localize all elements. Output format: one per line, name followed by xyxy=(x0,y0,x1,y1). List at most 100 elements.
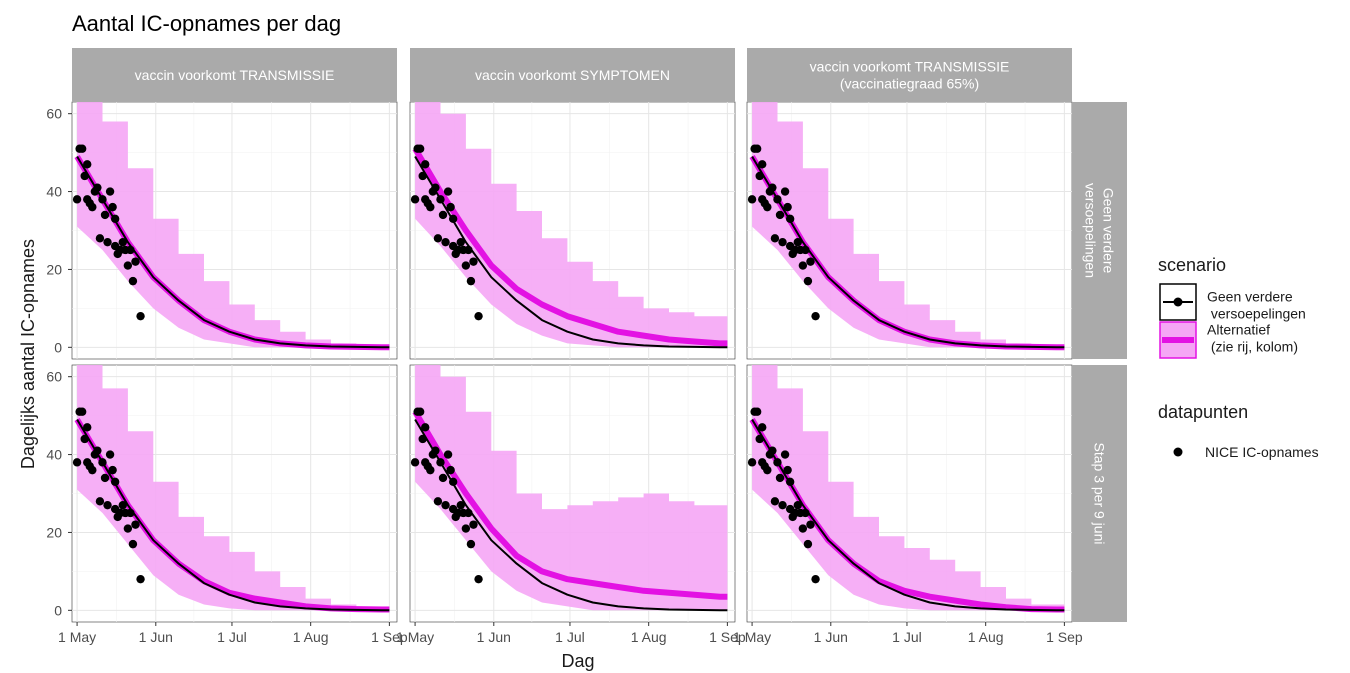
row-strip-label: Geen verdereversoepelingen xyxy=(1083,183,1117,278)
observation-point xyxy=(773,195,782,204)
y-tick-label: 60 xyxy=(46,369,62,385)
row-strip-label: Stap 3 per 9 juni xyxy=(1092,443,1108,545)
x-tick-label: 1 Jul xyxy=(892,629,922,645)
legend-scenario-title: scenario xyxy=(1158,255,1226,275)
alternative-line xyxy=(412,410,728,600)
observation-point xyxy=(128,276,138,286)
column-strip xyxy=(747,48,1072,102)
observation-point xyxy=(778,237,787,247)
observation-point xyxy=(418,171,427,181)
legend-key-point xyxy=(1173,447,1183,457)
observation-point xyxy=(798,524,808,533)
observation-point xyxy=(110,214,120,224)
x-tick-label: 1 Sep xyxy=(1046,629,1083,645)
observation-point xyxy=(780,187,790,196)
observation-point xyxy=(755,171,764,181)
legend-label-observations: NICE IC-opnames xyxy=(1205,444,1319,460)
observation-point xyxy=(770,497,780,506)
y-axis-title: Dagelijks aantal IC-opnames xyxy=(18,239,38,469)
observation-point xyxy=(123,524,133,533)
observation-point xyxy=(421,423,430,432)
observation-point xyxy=(131,520,140,529)
y-tick-label: 20 xyxy=(46,524,62,540)
observation-point xyxy=(778,500,787,510)
observation-point xyxy=(763,465,772,475)
uncertainty-band xyxy=(415,365,728,611)
observation-point xyxy=(415,144,425,153)
observation-point xyxy=(758,160,767,169)
observation-point xyxy=(768,446,777,455)
observation-point xyxy=(801,508,810,518)
observation-point xyxy=(103,500,112,510)
observation-point xyxy=(785,477,795,487)
observation-point xyxy=(798,261,808,270)
legend-label-alternative: Alternatief (zie rij, kolom) xyxy=(1207,322,1298,355)
observation-point xyxy=(806,257,815,266)
legend-data-title: datapunten xyxy=(1158,402,1248,422)
observation-point xyxy=(88,465,97,475)
observation-point xyxy=(464,245,473,255)
observation-point xyxy=(441,237,450,247)
row-strip xyxy=(1072,365,1127,622)
observation-point xyxy=(793,500,802,510)
observation-point xyxy=(775,473,785,483)
observation-point xyxy=(438,210,448,220)
observation-point xyxy=(77,407,87,416)
observation-point xyxy=(415,407,425,416)
x-axis-title: Dag xyxy=(561,651,594,671)
x-tick-label: 1 May xyxy=(396,629,434,645)
observation-point xyxy=(775,210,785,220)
observation-point xyxy=(806,520,815,529)
observation-point xyxy=(438,473,448,483)
observation-point xyxy=(433,234,443,243)
observation-point xyxy=(110,477,120,487)
observation-point xyxy=(443,450,453,459)
facet-panel xyxy=(409,101,736,360)
observation-point xyxy=(466,276,476,286)
observation-point xyxy=(72,195,82,204)
legend: scenario Geen verdere versoepelingenAlter… xyxy=(1158,255,1319,460)
observation-point xyxy=(785,214,795,224)
facet-panel xyxy=(71,364,398,623)
x-tick-label: 1 Sep xyxy=(371,629,408,645)
observation-point xyxy=(755,434,764,444)
observation-point xyxy=(418,434,427,444)
column-strip xyxy=(410,48,735,102)
observation-point xyxy=(436,458,445,467)
x-tick-label: 1 May xyxy=(733,629,771,645)
observation-point xyxy=(123,261,133,270)
observation-point xyxy=(441,500,450,510)
observation-point xyxy=(126,245,135,255)
observation-point xyxy=(461,261,471,270)
observation-point xyxy=(80,171,89,181)
observation-point xyxy=(768,183,777,192)
observation-point xyxy=(469,257,478,266)
uncertainty-band xyxy=(752,102,1065,348)
facet-panels xyxy=(71,101,1073,623)
observation-point xyxy=(464,508,473,518)
observation-point xyxy=(793,237,802,247)
observation-point xyxy=(136,311,145,321)
y-tick-label: 20 xyxy=(46,261,62,277)
observation-point xyxy=(752,407,762,416)
observation-point xyxy=(100,473,110,483)
observation-point xyxy=(466,539,476,549)
observation-point xyxy=(98,458,107,467)
observation-point xyxy=(108,465,117,475)
column-strip xyxy=(72,48,397,102)
column-strip-label: vaccin voorkomt SYMPTOMEN xyxy=(475,67,670,83)
observation-point xyxy=(780,450,790,459)
observation-point xyxy=(77,144,87,153)
observation-point xyxy=(446,465,455,475)
facet-panel xyxy=(71,101,398,360)
observation-point xyxy=(469,520,478,529)
observation-point xyxy=(95,497,105,506)
observation-point xyxy=(474,311,483,321)
x-tick-label: 1 Sep xyxy=(709,629,746,645)
facet-panel xyxy=(746,101,1073,360)
facet-panel xyxy=(746,364,1073,623)
y-tick-label: 60 xyxy=(46,106,62,122)
y-tick-label: 0 xyxy=(54,602,62,618)
